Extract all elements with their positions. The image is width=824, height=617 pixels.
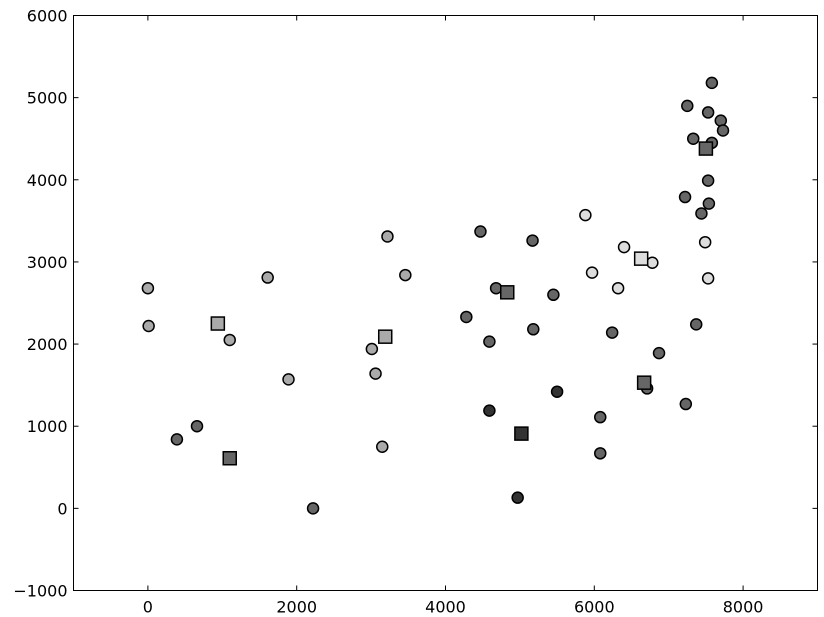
data-point-circle — [223, 333, 236, 347]
x-tick-label: 0 — [143, 598, 153, 617]
data-point-circle — [594, 410, 607, 424]
y-tick-label: 1000 — [27, 417, 68, 436]
data-point-circle — [652, 346, 666, 360]
data-point-circle — [282, 373, 295, 386]
axis-ticks: 0 2000 4000 6000 8000 −1000 0 1000 2000 3000 4000 5… — [13, 7, 818, 617]
data-point-square — [377, 329, 393, 344]
data-point-circle — [701, 106, 715, 119]
data-point-circle — [527, 323, 540, 336]
data-point-circle — [701, 174, 715, 187]
data-point-square — [514, 426, 529, 441]
y-tick-label: 5000 — [27, 89, 68, 108]
data-point-circle — [483, 335, 496, 348]
data-point-circle — [376, 440, 389, 453]
y-tick-label: 4000 — [27, 171, 68, 190]
data-point-circle — [611, 281, 625, 295]
data-point-circle — [141, 281, 155, 295]
data-point-circle — [489, 281, 503, 295]
data-point-square — [500, 285, 515, 300]
data-point-circle — [687, 132, 700, 145]
data-point-square — [636, 375, 652, 390]
data-point-circle — [547, 288, 560, 302]
data-point-circle — [701, 272, 715, 285]
data-point-circle — [190, 419, 204, 433]
plot-frame — [73, 15, 818, 591]
data-point-circle — [460, 310, 473, 324]
y-tick-label: −1000 — [13, 582, 67, 601]
x-tick-label: 2000 — [276, 598, 317, 617]
data-point-circle — [617, 240, 631, 254]
data-point-circle — [381, 230, 394, 243]
data-points — [141, 76, 730, 515]
data-point-circle — [716, 124, 730, 137]
data-point-circle — [585, 266, 599, 279]
data-point-circle — [550, 385, 564, 398]
x-tick-label: 8000 — [723, 598, 764, 617]
x-tick-label: 6000 — [574, 598, 615, 617]
data-point-circle — [646, 256, 659, 269]
y-tick-label: 0 — [57, 499, 67, 518]
data-point-circle — [526, 234, 539, 247]
data-point-circle — [261, 271, 274, 284]
data-point-square — [633, 251, 649, 266]
data-point-circle — [605, 326, 619, 339]
data-point-circle — [681, 99, 694, 113]
data-point-circle — [594, 447, 607, 460]
data-point-circle — [170, 433, 184, 446]
data-point-circle — [306, 502, 320, 515]
data-point-circle — [474, 225, 487, 238]
data-point-circle — [679, 397, 693, 411]
data-point-circle — [698, 235, 712, 249]
data-point-circle — [689, 318, 703, 331]
data-point-square — [222, 451, 237, 466]
data-point-circle — [702, 197, 716, 210]
data-point-circle — [483, 404, 496, 417]
data-point-circle — [399, 268, 412, 282]
y-tick-label: 6000 — [27, 7, 68, 26]
data-point-circle — [365, 342, 379, 356]
data-point-square — [210, 316, 226, 331]
x-tick-label: 4000 — [425, 598, 466, 617]
data-point-circle — [695, 207, 708, 220]
data-point-circle — [511, 491, 524, 504]
y-tick-label: 2000 — [27, 335, 68, 354]
y-tick-label: 3000 — [27, 253, 68, 272]
data-point-circle — [579, 208, 592, 222]
data-point-circle — [142, 319, 155, 333]
data-point-square — [698, 141, 714, 156]
data-point-circle — [369, 367, 382, 380]
data-point-circle — [705, 76, 719, 90]
data-point-circle — [678, 190, 692, 204]
